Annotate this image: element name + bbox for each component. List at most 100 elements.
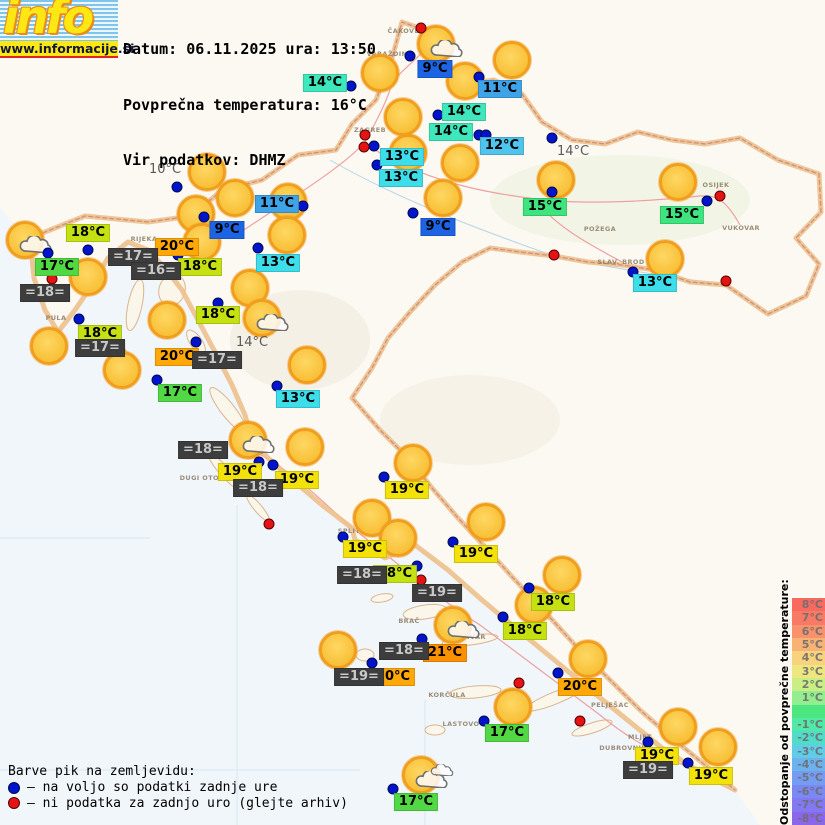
archive-temp-label[interactable]: =16= bbox=[131, 262, 181, 280]
archive-temp-label[interactable]: =17= bbox=[192, 351, 242, 369]
temp-label[interactable]: 17°C bbox=[34, 258, 80, 276]
archive-temp-label[interactable]: =18= bbox=[233, 479, 283, 497]
temp-label[interactable]: 18°C bbox=[502, 622, 548, 640]
data-dot-red bbox=[513, 677, 525, 689]
temp-label[interactable]: 18°C bbox=[177, 258, 223, 276]
temp-label[interactable]: 11°C bbox=[254, 195, 300, 213]
deviation-scale-title: Odstopanje od povprečne temperature: bbox=[778, 579, 791, 825]
temp-label[interactable]: 18°C bbox=[195, 306, 241, 324]
map-town-label: KORČULA bbox=[428, 691, 466, 699]
temp-label[interactable]: 19°C bbox=[342, 540, 388, 558]
temp-label[interactable]: 20°C bbox=[557, 678, 603, 696]
map-header: Datum: 06.11.2025 ura: 13:50 Povprečna t… bbox=[123, 3, 376, 207]
temp-label[interactable]: 13°C bbox=[379, 148, 425, 166]
map-town-label: LASTOVO bbox=[442, 720, 480, 728]
map-town-label: ČAKOVEC bbox=[387, 27, 425, 35]
temp-label[interactable]: 19°C bbox=[453, 545, 499, 563]
header-data-source: Vir podatkov: DHMZ bbox=[123, 151, 286, 169]
temp-label[interactable]: 13°C bbox=[255, 254, 301, 272]
sun-icon bbox=[467, 503, 505, 541]
map-town-label: ZAGREB bbox=[354, 126, 386, 134]
scale-step-label: -8°C bbox=[797, 811, 823, 825]
scale-step: -8°C bbox=[792, 811, 825, 825]
temp-label[interactable]: 13°C bbox=[632, 274, 678, 292]
archive-temp-label[interactable]: =18= bbox=[20, 284, 70, 302]
map-town-label: POŽEGA bbox=[583, 225, 617, 233]
map-town-label: MLJET bbox=[628, 733, 652, 741]
temp-label[interactable]: 19°C bbox=[688, 767, 734, 785]
sun-icon bbox=[493, 41, 531, 79]
temp-label[interactable]: 17°C bbox=[484, 724, 530, 742]
map-town-label: RIJEKA bbox=[130, 235, 158, 243]
temp-label[interactable]: 14°C bbox=[428, 123, 474, 141]
sun-icon bbox=[424, 179, 462, 217]
logo-url-text[interactable]: www.informacije.si bbox=[0, 41, 135, 58]
legend-item: – ni podatka za zadnjo uro (glejte arhiv… bbox=[8, 796, 348, 812]
plain-temp-label: 14°C bbox=[556, 144, 590, 159]
sun-icon bbox=[441, 144, 479, 182]
site-logo[interactable]: info www.informacije.si bbox=[0, 0, 135, 58]
temp-label[interactable]: 17°C bbox=[393, 793, 439, 811]
legend-item-label: – ni podatka za zadnjo uro (glejte arhiv… bbox=[27, 795, 348, 811]
temp-label[interactable]: 19°C bbox=[274, 471, 320, 489]
legend-item: – na voljo so podatki zadnje ure bbox=[8, 780, 348, 796]
temp-label[interactable]: 18°C bbox=[65, 224, 111, 242]
scale-step: -1°C bbox=[792, 718, 825, 732]
map-town-label: DUGI OTOK bbox=[179, 474, 225, 482]
sun-icon bbox=[384, 98, 422, 136]
sun-icon bbox=[659, 708, 697, 746]
data-dot-blue bbox=[171, 181, 183, 193]
temp-label[interactable]: 20°C bbox=[154, 238, 200, 256]
temp-label[interactable]: 12°C bbox=[479, 137, 525, 155]
data-dot-blue bbox=[387, 783, 399, 795]
scale-step-label: 1°C bbox=[801, 691, 823, 705]
temp-label[interactable]: 13°C bbox=[275, 390, 321, 408]
scale-step: -4°C bbox=[792, 758, 825, 772]
scale-step: 6°C bbox=[792, 624, 825, 639]
temp-label[interactable]: 14°C bbox=[302, 74, 348, 92]
temp-label[interactable]: 18°C bbox=[77, 325, 123, 343]
temp-label[interactable]: 9°C bbox=[209, 221, 245, 239]
legend-rows: – na voljo so podatki zadnje ure – ni pod… bbox=[8, 780, 348, 811]
scale-step-label: -6°C bbox=[797, 784, 823, 798]
temp-label[interactable]: 20°C bbox=[154, 348, 200, 366]
sun-icon bbox=[646, 240, 684, 278]
scale-step-label: -7°C bbox=[797, 798, 823, 812]
archive-temp-label[interactable]: =19= bbox=[334, 668, 384, 686]
red-dot-icon bbox=[8, 797, 20, 810]
temp-label[interactable]: 18°C bbox=[530, 593, 576, 611]
map-town-label: DUBROVNIK bbox=[599, 744, 647, 752]
temp-label[interactable]: 11°C bbox=[477, 80, 523, 98]
archive-temp-label[interactable]: =18= bbox=[337, 566, 387, 584]
temp-label[interactable]: 21°C bbox=[422, 644, 468, 662]
scale-step-label: -3°C bbox=[797, 744, 823, 758]
temp-label[interactable]: 19°C bbox=[217, 463, 263, 481]
data-dot-blue bbox=[252, 242, 264, 254]
map-town-label: PELJEŠAC bbox=[591, 701, 629, 709]
temp-label[interactable]: 9°C bbox=[417, 60, 453, 78]
temp-label[interactable]: 15°C bbox=[659, 206, 705, 224]
archive-temp-label[interactable]: =18= bbox=[379, 642, 429, 660]
archive-temp-label[interactable]: =17= bbox=[75, 339, 125, 357]
temp-label[interactable]: 9°C bbox=[420, 218, 456, 236]
temp-label[interactable]: 14°C bbox=[441, 103, 487, 121]
scale-step: -7°C bbox=[792, 798, 825, 812]
temp-label[interactable]: 15°C bbox=[522, 198, 568, 216]
data-dot-blue bbox=[701, 195, 713, 207]
temp-label[interactable]: 13°C bbox=[378, 169, 424, 187]
temp-label[interactable]: 17°C bbox=[157, 384, 203, 402]
sun-icon bbox=[288, 346, 326, 384]
data-dot-blue bbox=[552, 667, 564, 679]
archive-temp-label[interactable]: =19= bbox=[412, 584, 462, 602]
archive-temp-label[interactable]: =18= bbox=[178, 441, 228, 459]
archive-temp-label[interactable]: =19= bbox=[623, 761, 673, 779]
data-dot-red bbox=[263, 518, 275, 530]
data-dot-blue bbox=[73, 313, 85, 325]
data-dot-red bbox=[415, 22, 427, 34]
scale-step-label: 8°C bbox=[801, 598, 823, 611]
scale-step-label: 5°C bbox=[801, 638, 823, 652]
sun-icon bbox=[148, 301, 186, 339]
sun-icon bbox=[537, 161, 575, 199]
temp-label[interactable]: 19°C bbox=[384, 481, 430, 499]
